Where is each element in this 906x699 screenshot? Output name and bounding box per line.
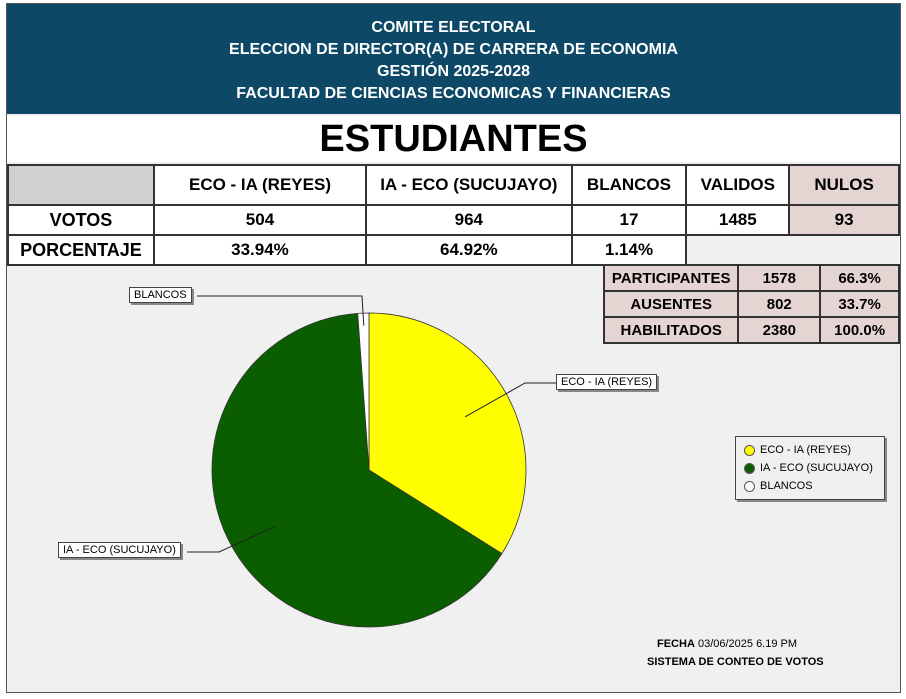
participantes-pct: 66.3% bbox=[819, 264, 900, 292]
legend-item-blancos: BLANCOS bbox=[744, 478, 813, 494]
report-frame: COMITE ELECTORAL ELECCION DE DIRECTOR(A)… bbox=[6, 3, 901, 693]
habilitados-count: 2380 bbox=[737, 316, 822, 344]
legend-swatch-eco-ia bbox=[744, 444, 755, 456]
porcentaje-row: PORCENTAJE 33.94% 64.92% 1.14% bbox=[7, 234, 899, 266]
results-corner-cell bbox=[7, 164, 155, 206]
legend-swatch-ia-eco bbox=[744, 462, 755, 474]
participantes-count: 1578 bbox=[737, 264, 822, 292]
participation-row: AUSENTES 802 33.7% bbox=[602, 290, 900, 318]
habilitados-pct: 100.0% bbox=[819, 316, 900, 344]
pct-eco-ia: 33.94% bbox=[152, 234, 368, 266]
leader-line-ia-eco bbox=[187, 526, 275, 553]
votos-eco-ia: 504 bbox=[152, 204, 368, 236]
votos-validos: 1485 bbox=[685, 204, 791, 236]
header-line-term: GESTIÓN 2025-2028 bbox=[377, 63, 530, 80]
participantes-label: PARTICIPANTES bbox=[602, 264, 740, 292]
chart-legend: ECO - IA (REYES) IA - ECO (SUCUJAYO) BLA… bbox=[735, 436, 885, 500]
participation-row: HABILITADOS 2380 100.0% bbox=[602, 316, 900, 344]
report-header: COMITE ELECTORAL ELECCION DE DIRECTOR(A)… bbox=[7, 4, 900, 114]
slice-eco-ia bbox=[368, 312, 527, 555]
legend-label-ia-eco: IA - ECO (SUCUJAYO) bbox=[760, 462, 873, 474]
votos-ia-eco: 964 bbox=[365, 204, 573, 236]
callout-eco-ia: ECO - IA (REYES) bbox=[556, 374, 658, 390]
header-eco-ia: ECO - IA (REYES) bbox=[152, 164, 368, 206]
votos-nulos: 93 bbox=[788, 204, 900, 236]
leader-line-blancos bbox=[197, 295, 365, 326]
legend-item-ia-eco: IA - ECO (SUCUJAYO) bbox=[744, 460, 873, 476]
empty-cell bbox=[686, 235, 899, 265]
header-ia-eco: IA - ECO (SUCUJAYO) bbox=[365, 164, 573, 206]
fecha-label: FECHA bbox=[657, 638, 695, 650]
participation-table: PARTICIPANTES 1578 66.3% AUSENTES 802 33… bbox=[602, 264, 900, 344]
header-line-faculty: FACULTAD DE CIENCIAS ECONOMICAS Y FINANC… bbox=[236, 85, 671, 102]
footer-system: SISTEMA DE CONTEO DE VOTOS bbox=[647, 656, 824, 668]
pct-ia-eco: 64.92% bbox=[365, 234, 573, 266]
votos-row: VOTOS 504 964 17 1485 93 bbox=[7, 204, 900, 236]
ausentes-pct: 33.7% bbox=[819, 290, 900, 318]
footer-date: FECHA 03/06/2025 6.19 PM bbox=[657, 638, 797, 650]
results-table: ECO - IA (REYES) IA - ECO (SUCUJAYO) BLA… bbox=[7, 164, 900, 266]
habilitados-label: HABILITADOS bbox=[602, 316, 740, 344]
participation-row: PARTICIPANTES 1578 66.3% bbox=[602, 264, 900, 292]
ausentes-label: AUSENTES bbox=[602, 290, 740, 318]
legend-label-eco-ia: ECO - IA (REYES) bbox=[760, 444, 852, 456]
callout-ia-eco: IA - ECO (SUCUJAYO) bbox=[58, 542, 181, 558]
legend-swatch-blancos bbox=[744, 480, 755, 492]
slice-ia-eco bbox=[211, 312, 503, 628]
votos-label: VOTOS bbox=[7, 204, 155, 236]
legend-label-blancos: BLANCOS bbox=[760, 480, 813, 492]
results-header-row: ECO - IA (REYES) IA - ECO (SUCUJAYO) BLA… bbox=[7, 164, 900, 206]
leader-line-eco-ia bbox=[464, 382, 556, 418]
porcentaje-label: PORCENTAJE bbox=[7, 234, 155, 266]
pct-blancos: 1.14% bbox=[570, 234, 688, 266]
pie-chart bbox=[187, 295, 556, 628]
header-validos: VALIDOS bbox=[685, 164, 791, 206]
legend-item-eco-ia: ECO - IA (REYES) bbox=[744, 442, 851, 458]
ausentes-count: 802 bbox=[737, 290, 822, 318]
header-line-election: ELECCION DE DIRECTOR(A) DE CARRERA DE EC… bbox=[229, 41, 678, 58]
header-nulos: NULOS bbox=[788, 164, 900, 206]
header-line-committee: COMITE ELECTORAL bbox=[371, 19, 536, 36]
fecha-value: 03/06/2025 6.19 PM bbox=[697, 638, 798, 650]
header-blancos: BLANCOS bbox=[570, 164, 688, 206]
page-title: ESTUDIANTES bbox=[7, 116, 900, 162]
votos-blancos: 17 bbox=[570, 204, 688, 236]
callout-blancos: BLANCOS bbox=[129, 287, 192, 303]
